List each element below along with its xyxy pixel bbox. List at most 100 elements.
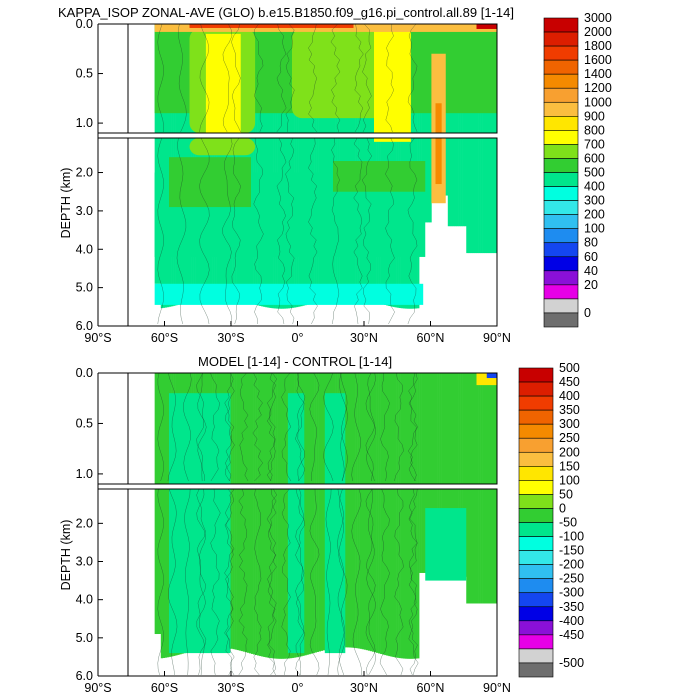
ocean-column: [425, 373, 428, 484]
ocean-column: [474, 373, 477, 484]
ocean-column: [277, 489, 280, 659]
contour-line: [253, 489, 262, 676]
ocean-column: [386, 489, 389, 656]
ocean-column: [394, 373, 397, 484]
colorbar-label: 40: [584, 264, 598, 278]
ocean-column: [164, 489, 168, 658]
ocean-column: [470, 489, 473, 604]
colorbar-swatch: [543, 256, 579, 272]
contour-line: [285, 138, 295, 325]
ocean-column: [378, 373, 381, 484]
contour-line: [340, 373, 348, 482]
ocean-column: [458, 138, 461, 227]
ocean-column: [492, 489, 496, 604]
contour-line: [365, 489, 377, 676]
ocean-column: [429, 138, 432, 223]
y-tick-label: 5.0: [76, 281, 93, 295]
ocean-column: [306, 489, 309, 655]
x-tick-label: 90°N: [483, 331, 511, 345]
colorbar-swatch: [543, 130, 579, 145]
colorbar-label: 1000: [584, 95, 612, 109]
colorbar-label: -300: [559, 586, 584, 600]
plot-area-upper: [128, 373, 497, 484]
colorbar-label: 100: [584, 222, 605, 236]
ocean-column: [355, 373, 358, 484]
ocean-column: [476, 489, 479, 604]
ocean-column: [488, 489, 492, 604]
colorbar-swatch: [518, 634, 554, 650]
contour-line: [309, 489, 320, 676]
contour-line: [407, 138, 418, 325]
colorbar-swatch: [518, 451, 554, 467]
ocean-column: [482, 138, 485, 254]
ocean-column: [382, 373, 385, 484]
contour-line: [267, 373, 278, 482]
contour-line: [330, 24, 341, 133]
ocean-column: [417, 489, 420, 659]
colorbar-label: 1600: [584, 53, 612, 67]
contour-line: [196, 489, 207, 676]
ocean-column: [160, 373, 164, 484]
plot-area-upper: [128, 24, 497, 133]
contour-line: [407, 373, 419, 482]
contour-line: [168, 489, 178, 676]
ocean-column: [439, 373, 442, 484]
contour-line: [182, 373, 192, 482]
contour-line: [408, 373, 418, 482]
ocean-column: [238, 489, 242, 651]
colorbar-swatch: [518, 367, 554, 383]
colorbar-label: 400: [559, 389, 580, 403]
ocean-column: [285, 373, 289, 484]
ocean-column: [320, 373, 324, 484]
ocean-column: [441, 373, 444, 484]
ocean-column: [265, 489, 268, 658]
contour-line: [157, 138, 164, 325]
x-tick-label: 60°S: [151, 681, 178, 695]
ocean-column: [488, 138, 492, 254]
ocean-column: [388, 373, 391, 484]
ocean-column: [376, 373, 379, 484]
colorbar-swatch: [518, 395, 554, 411]
colorbar-swatch: [518, 466, 554, 481]
contour-line: [225, 373, 235, 482]
ocean-column: [318, 373, 321, 484]
ocean-column: [468, 373, 471, 484]
ocean-column: [431, 373, 434, 484]
ocean-column: [267, 373, 270, 484]
colorbar-label: 100: [559, 473, 580, 487]
contour-line: [157, 489, 164, 676]
ocean-column: [285, 489, 289, 659]
ocean-column: [166, 489, 170, 658]
ocean-column: [451, 138, 455, 227]
plot-frame: [127, 372, 498, 485]
colorbar-swatch: [518, 437, 554, 453]
colorbar-swatch: [543, 101, 579, 117]
ocean-column: [353, 489, 356, 648]
ocean-column: [484, 489, 488, 604]
ocean-column: [261, 489, 264, 657]
ocean-column: [316, 373, 319, 484]
colorbar-swatch: [518, 592, 554, 608]
ocean-column: [458, 373, 461, 484]
ocean-column: [480, 373, 483, 484]
x-tick-label: 0°: [292, 331, 304, 345]
ocean-column: [269, 373, 272, 484]
ocean-column: [466, 138, 469, 254]
contour-line: [337, 489, 345, 676]
ocean-column: [423, 373, 426, 484]
ocean-column: [494, 373, 497, 484]
plot-area-lower: [128, 489, 497, 676]
colorbar-label: 50: [559, 487, 573, 501]
ocean-column: [246, 489, 250, 653]
ocean-column: [423, 489, 426, 573]
y-tick-label: 4.0: [76, 593, 93, 607]
ocean-column: [398, 489, 401, 659]
ocean-column: [359, 373, 362, 484]
contour-line: [394, 373, 404, 482]
colorbar-label: -150: [559, 544, 584, 558]
ocean-column: [345, 489, 348, 648]
contour-line: [295, 489, 306, 676]
y-tick-label: 5.0: [76, 631, 93, 645]
ocean-column: [462, 138, 465, 227]
contour-line: [295, 489, 305, 676]
